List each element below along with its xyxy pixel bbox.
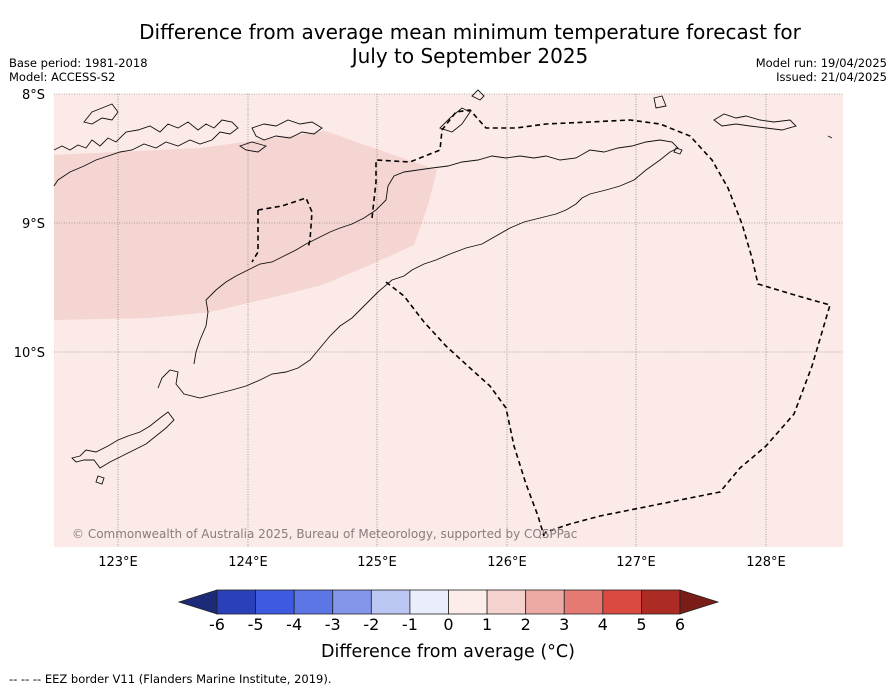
coast-timor-north bbox=[193, 139, 679, 365]
colorbar-tick-label: 5 bbox=[636, 615, 647, 634]
copyright-text: © Commonwealth of Australia 2025, Bureau… bbox=[72, 527, 577, 541]
colorbar-extend-high bbox=[679, 589, 720, 615]
lon-label-126e: 126°E bbox=[487, 555, 527, 570]
colorbar-segment bbox=[409, 589, 449, 615]
lat-label-9s: 9°S bbox=[22, 217, 45, 232]
lon-label-124e: 124°E bbox=[228, 555, 268, 570]
colorbar-tick-label: 2 bbox=[520, 615, 531, 634]
title-line-1: Difference from average mean minimum tem… bbox=[139, 20, 801, 44]
colorbar-segment bbox=[486, 589, 527, 615]
model-run: Model run: 19/04/2025 bbox=[755, 56, 887, 70]
eez-border-timor-leste-west bbox=[257, 197, 313, 249]
coast-island-north-2 bbox=[251, 119, 323, 141]
colorbar-segment bbox=[602, 589, 642, 615]
colorbar-tick-label: 3 bbox=[559, 615, 570, 634]
colorbar-segment bbox=[641, 589, 681, 615]
colorbar-tick-label: 0 bbox=[443, 615, 454, 634]
colorbar-segment bbox=[216, 589, 256, 615]
colorbar-segment bbox=[448, 589, 488, 615]
title-line-2: July to September 2025 bbox=[351, 44, 589, 68]
lat-label-8s: 8°S bbox=[22, 88, 45, 103]
colorbar-segment bbox=[563, 589, 604, 615]
coast-wetar bbox=[471, 89, 485, 101]
meta-left: Base period: 1981-2018 Model: ACCESS-S2 bbox=[9, 56, 148, 84]
colorbar-segment bbox=[255, 589, 295, 615]
chart-title: Difference from average mean minimum tem… bbox=[110, 20, 830, 68]
lon-label-123e: 123°E bbox=[98, 555, 138, 570]
coast-island-ne-2 bbox=[713, 113, 797, 131]
colorbar-extend-low bbox=[177, 589, 218, 615]
colorbar-tick-label: -1 bbox=[401, 615, 418, 634]
eez-borders bbox=[251, 109, 831, 539]
gridlines bbox=[54, 93, 843, 547]
coast-small-isle-3 bbox=[827, 135, 833, 139]
eez-border-south bbox=[385, 281, 545, 537]
colorbar-tick-label: 4 bbox=[597, 615, 608, 634]
eez-footnote: -- -- -- EEZ border V11 (Flanders Marine… bbox=[9, 672, 332, 686]
coastlines bbox=[53, 89, 833, 485]
lon-labels: 123°E 124°E 125°E 126°E 127°E 128°E bbox=[98, 555, 786, 570]
colorbar-label: Difference from average (°C) bbox=[321, 642, 575, 662]
base-period: Base period: 1981-2018 bbox=[9, 56, 148, 70]
coast-alor-east bbox=[439, 107, 471, 133]
colorbar-tick-label: -4 bbox=[286, 615, 303, 634]
lon-label-127e: 127°E bbox=[616, 555, 656, 570]
colorbar-tick-label: -5 bbox=[247, 615, 264, 634]
colorbar-segment bbox=[370, 589, 411, 615]
colorbar-segment bbox=[332, 589, 372, 615]
coast-flores-alor bbox=[53, 119, 239, 187]
coast-rote bbox=[71, 411, 175, 469]
eez-border-north bbox=[371, 109, 831, 539]
lon-label-125e: 125°E bbox=[357, 555, 397, 570]
model-name: Model: ACCESS-S2 bbox=[9, 70, 116, 84]
lon-label-128e: 128°E bbox=[746, 555, 786, 570]
lat-label-10s: 10°S bbox=[14, 346, 45, 361]
colorbar-tick-label: 1 bbox=[481, 615, 493, 634]
colorbar-tick-label: -2 bbox=[363, 615, 380, 634]
coast-small-isle-2 bbox=[673, 147, 683, 155]
coast-island-north-3 bbox=[238, 141, 267, 153]
anomaly-region-1-2 bbox=[54, 131, 437, 320]
lat-labels: 8°S 9°S 10°S bbox=[14, 88, 45, 361]
meta-right: Model run: 19/04/2025 Issued: 21/04/2025 bbox=[756, 56, 887, 84]
colorbar-tick-label: -3 bbox=[324, 615, 341, 634]
colorbar-tick-label: 6 bbox=[674, 615, 686, 634]
colorbar-segment bbox=[525, 589, 565, 615]
colorbar-segment bbox=[293, 589, 334, 615]
colorbar bbox=[177, 589, 720, 615]
issued-date: Issued: 21/04/2025 bbox=[776, 70, 887, 84]
coast-island-ne-1 bbox=[653, 95, 667, 109]
coast-island-north-1 bbox=[83, 103, 119, 125]
coast-timor-south bbox=[157, 291, 379, 399]
colorbar-tick-label: -6 bbox=[209, 615, 225, 634]
coast-small-isle-1 bbox=[95, 475, 105, 485]
